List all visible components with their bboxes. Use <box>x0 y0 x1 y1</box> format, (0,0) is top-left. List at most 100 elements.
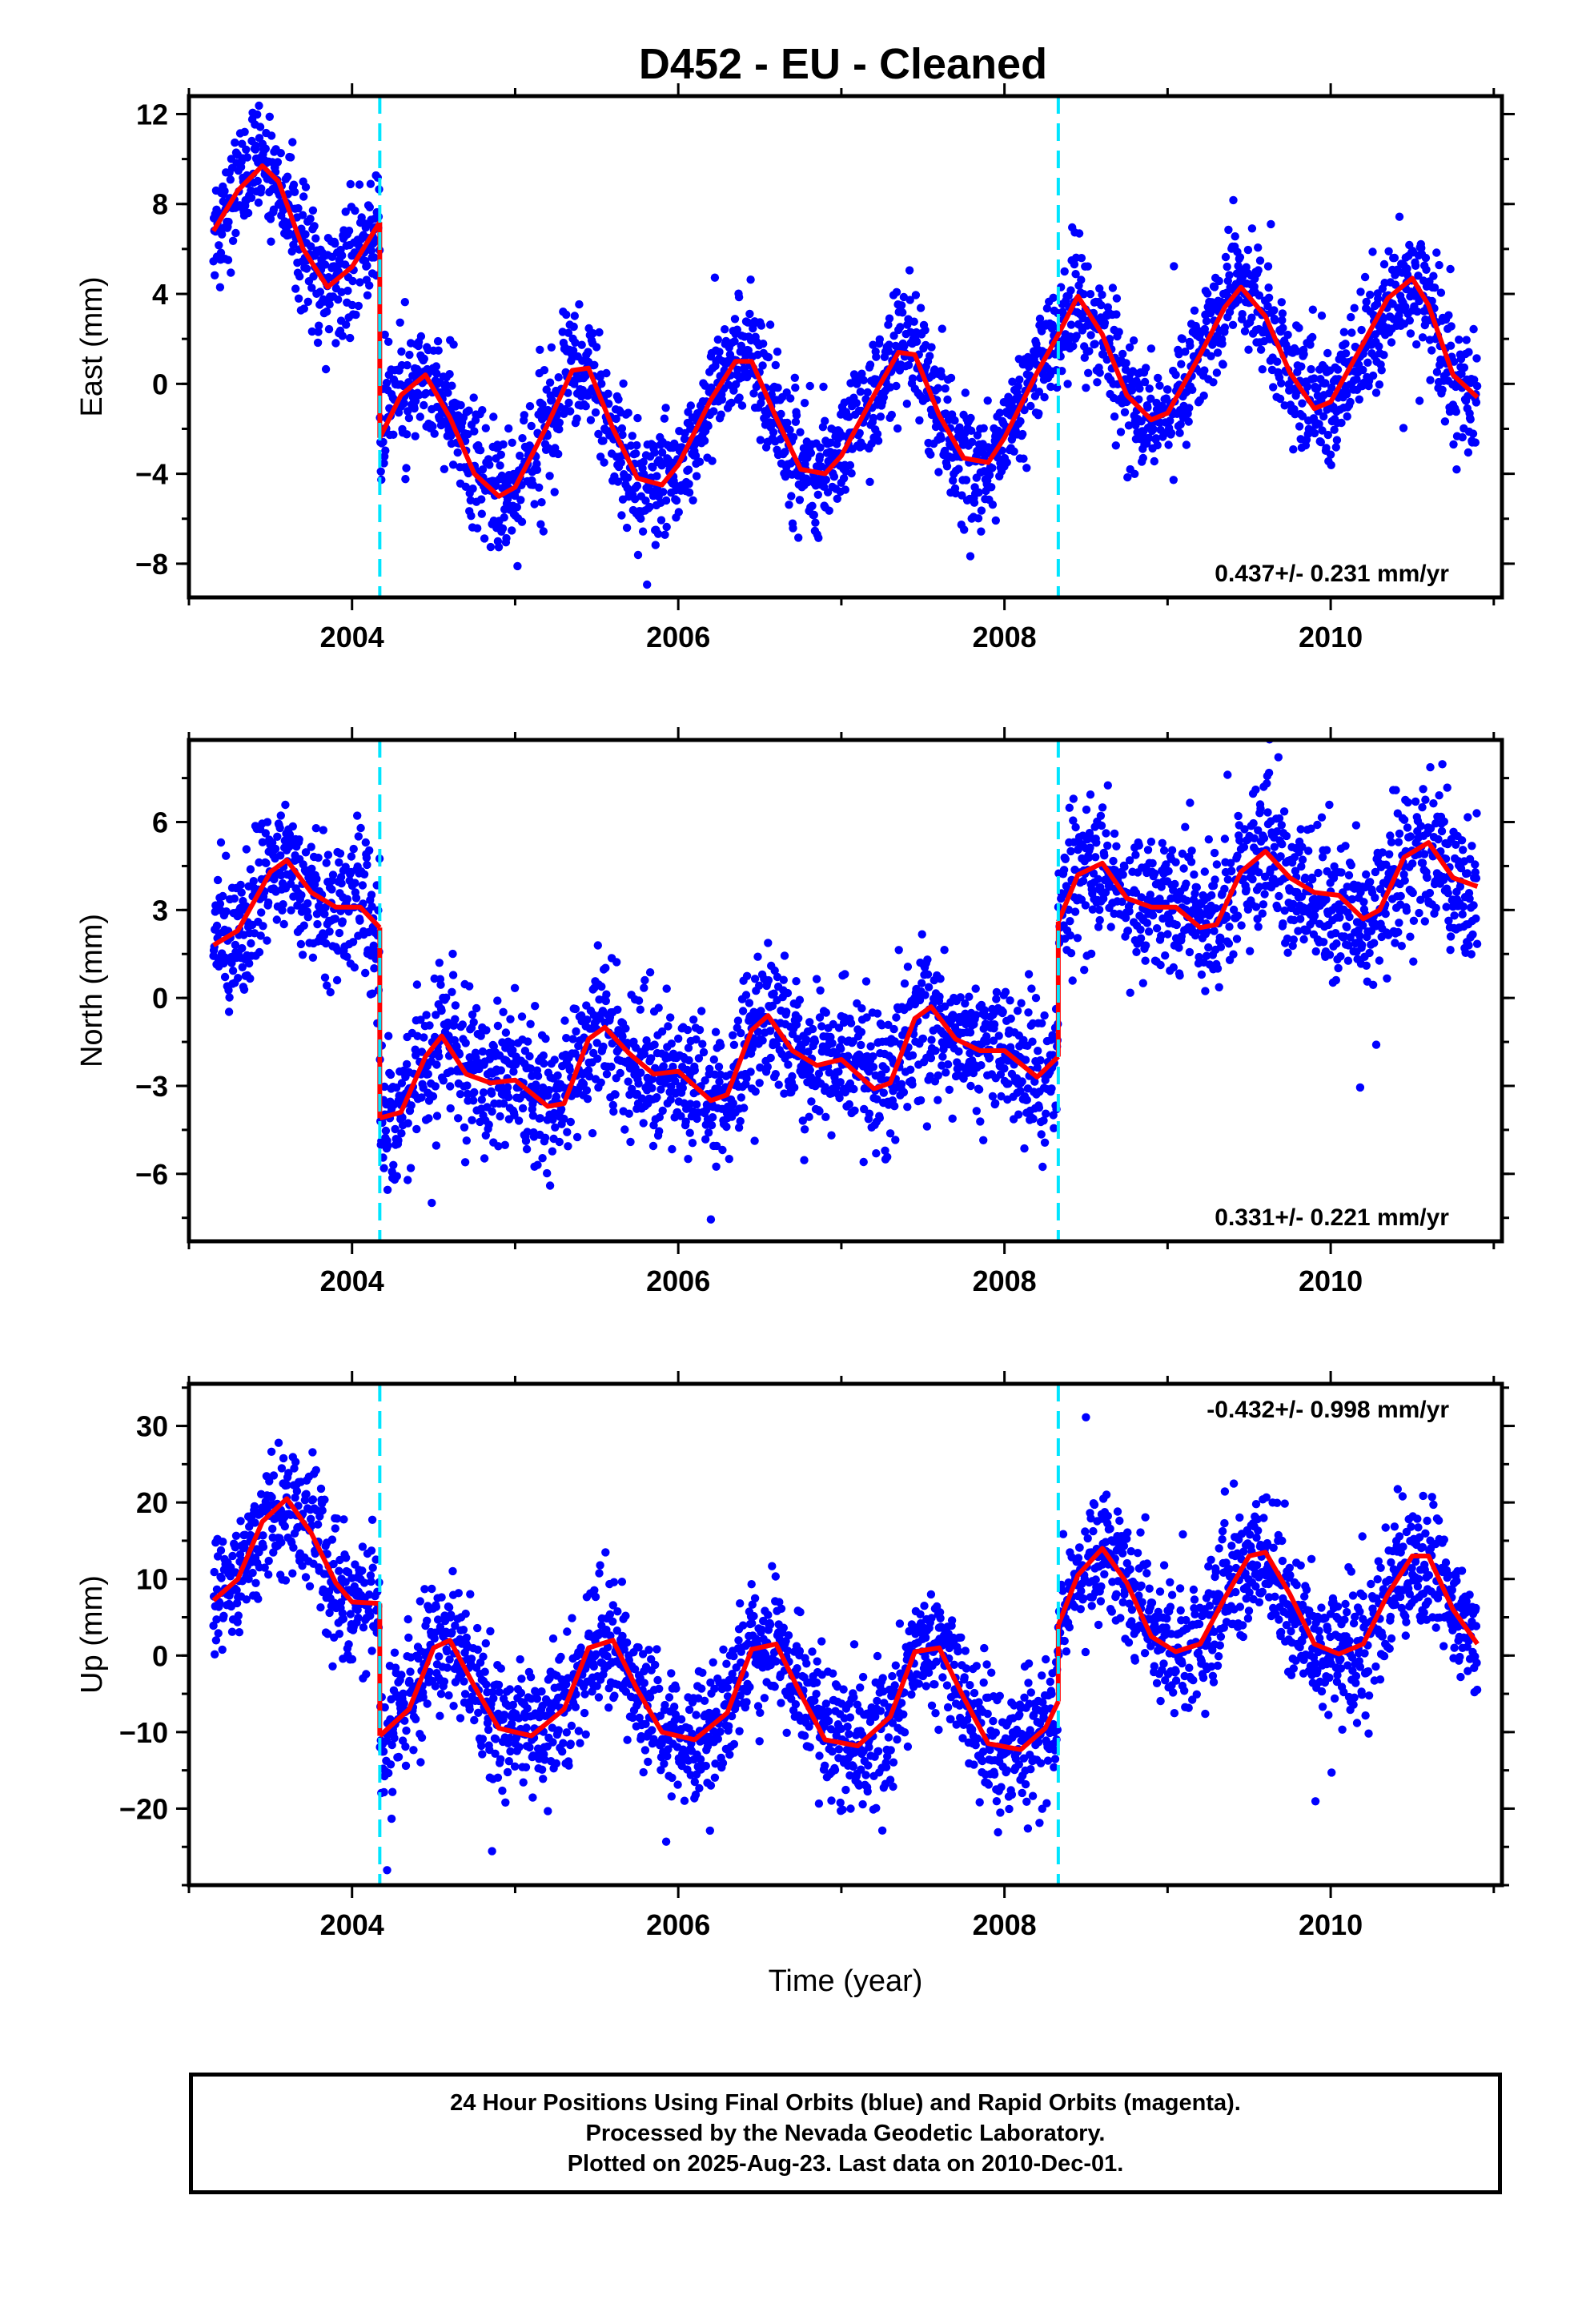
north-point <box>879 1088 889 1097</box>
east-point <box>826 438 835 447</box>
north-point <box>258 838 267 846</box>
east-point <box>973 431 982 440</box>
east-point <box>1143 403 1152 412</box>
east-point <box>660 414 669 423</box>
north-point <box>834 1068 843 1076</box>
north-point <box>383 1141 392 1150</box>
north-point <box>1027 984 1036 993</box>
north-point <box>873 1009 882 1018</box>
east-point <box>315 321 323 330</box>
north-point <box>563 1128 572 1136</box>
north-point <box>1204 943 1213 952</box>
east-point <box>1090 340 1099 348</box>
north-point <box>1125 856 1134 865</box>
east-point <box>402 430 412 439</box>
east-point <box>555 418 564 427</box>
east-point <box>1034 409 1043 418</box>
east-point <box>575 300 584 309</box>
north-point <box>906 1065 915 1074</box>
north-point <box>303 899 312 908</box>
east-point <box>1083 262 1092 271</box>
east-point <box>1231 232 1239 241</box>
north-point <box>1201 987 1210 995</box>
north-point <box>1256 804 1265 813</box>
north-point <box>742 1074 751 1083</box>
north-point <box>954 1047 963 1056</box>
east-point <box>1384 247 1393 255</box>
north-point <box>816 986 825 995</box>
north-point <box>349 844 358 854</box>
north-point <box>540 1059 548 1068</box>
east-point <box>570 312 579 320</box>
east-point <box>396 318 404 327</box>
north-point <box>227 959 236 967</box>
north-point <box>321 939 331 948</box>
north-point <box>531 1002 540 1011</box>
east-point <box>771 360 780 370</box>
north-point <box>579 1080 588 1088</box>
east-point <box>554 449 563 459</box>
north-point <box>684 1155 693 1164</box>
east-point <box>1022 464 1031 472</box>
north-point <box>1175 971 1184 980</box>
east-point <box>884 347 893 356</box>
east-point <box>1255 256 1265 265</box>
east-point <box>1146 394 1155 403</box>
east-point <box>382 378 391 388</box>
north-point <box>825 1068 833 1077</box>
east-point <box>1307 364 1315 374</box>
east-point <box>476 446 485 455</box>
north-point <box>857 1027 866 1037</box>
north-point <box>768 1001 777 1011</box>
east-point <box>1071 270 1080 279</box>
east-point <box>885 314 894 323</box>
north-point <box>1066 846 1075 856</box>
north-point <box>489 1042 498 1051</box>
north-point <box>750 1136 759 1145</box>
north-point <box>1014 1110 1023 1119</box>
east-point <box>540 366 549 375</box>
east-point <box>346 179 355 189</box>
north-point <box>379 1164 388 1172</box>
north-point <box>1210 927 1219 935</box>
east-point <box>538 400 547 409</box>
north-point <box>295 835 303 844</box>
east-point <box>1468 429 1478 438</box>
east-point <box>344 227 354 235</box>
east-point <box>1042 304 1052 313</box>
north-point <box>555 1137 564 1147</box>
east-point <box>1277 379 1286 388</box>
north-point <box>737 1093 745 1102</box>
east-point <box>1240 327 1250 336</box>
east-point <box>287 247 296 256</box>
east-point <box>595 328 604 337</box>
east-point <box>873 429 882 439</box>
north-point <box>412 1051 420 1060</box>
north-point <box>1142 919 1152 927</box>
north-point <box>545 1181 555 1190</box>
east-point <box>473 524 482 533</box>
east-point <box>400 298 409 307</box>
north-point <box>640 983 648 992</box>
east-point <box>1079 290 1088 299</box>
north-point <box>685 1128 694 1137</box>
north-point <box>593 941 602 950</box>
east-point <box>689 496 697 505</box>
north-point <box>583 1015 592 1024</box>
east-point <box>756 436 765 444</box>
east-point <box>651 541 660 549</box>
north-point <box>1203 927 1211 936</box>
east-point <box>1387 338 1396 347</box>
east-point <box>389 430 398 439</box>
north-point <box>583 1095 592 1104</box>
east-point <box>1438 385 1447 394</box>
north-point <box>230 894 239 903</box>
east-point <box>786 394 795 403</box>
north-point <box>1255 868 1263 877</box>
east-point <box>987 483 996 492</box>
east-point <box>1289 445 1298 454</box>
north-point <box>861 977 871 986</box>
east-point <box>1444 311 1453 320</box>
east-point <box>684 465 693 474</box>
